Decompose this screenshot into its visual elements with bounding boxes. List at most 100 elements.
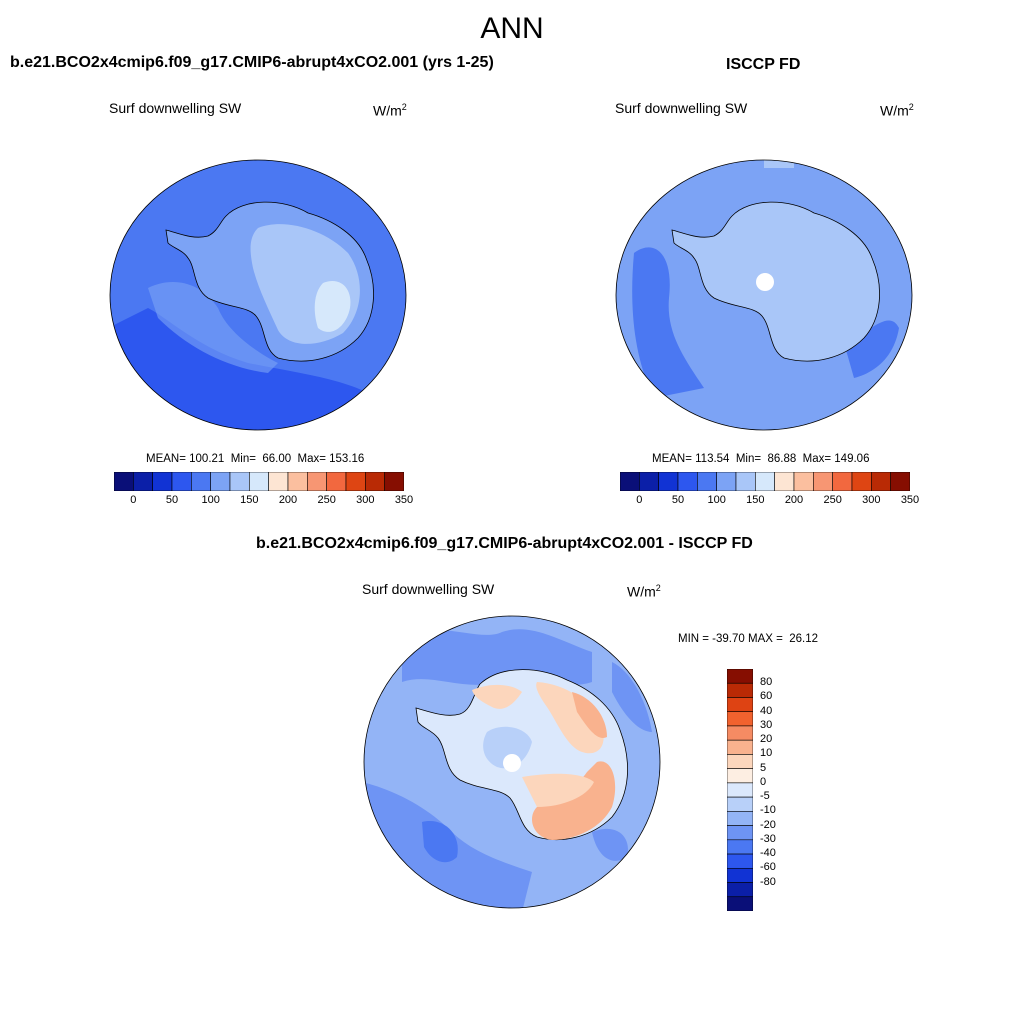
obs-colorbar-tick-label: 200 — [784, 494, 804, 506]
model-colorbar-box — [229, 472, 250, 491]
diff-colorbar-tick-label: -20 — [760, 818, 776, 831]
obs-polar-map — [615, 159, 913, 431]
obs-low-sw-west — [632, 247, 704, 398]
obs-colorbar-tick-label: 300 — [862, 494, 881, 506]
diff-colorbar-box — [727, 811, 753, 826]
model-colorbar-tick-label: 150 — [240, 494, 259, 506]
model-high-sw-patch — [314, 280, 351, 332]
diff-panel-title: b.e21.BCO2x4cmip6.f09_g17.CMIP6-abrupt4x… — [256, 535, 753, 552]
diff-colorbar-box — [727, 825, 753, 841]
model-stats: MEAN= 100.21 Min= 66.00 Max= 153.16 — [146, 453, 365, 465]
diff-colorbar-tick-label: -30 — [760, 832, 776, 845]
obs-colorbar-tick-label: 150 — [746, 494, 765, 506]
diff-colorbar-tick-label: 10 — [760, 747, 773, 760]
diff-positive-west — [472, 684, 522, 709]
obs-map-border — [615, 159, 913, 431]
diff-colorbar-box — [727, 782, 753, 798]
model-colorbar-tick-label: 200 — [278, 494, 298, 506]
diff-colorbar-box — [727, 867, 753, 883]
model-colorbar-tick-label: 250 — [317, 494, 336, 506]
obs-unit-label: W/m2 — [880, 102, 914, 119]
diff-missing-pole — [503, 754, 521, 772]
obs-colorbar-box — [871, 472, 891, 491]
model-colorbar-box — [287, 472, 308, 491]
obs-missing-pole — [756, 273, 774, 291]
diff-strong-negative-patch — [422, 821, 458, 863]
model-polar-map — [109, 159, 407, 431]
obs-colorbar-tick-label: 0 — [636, 494, 643, 506]
diff-map-border — [363, 615, 661, 909]
diff-colorbar-box — [727, 754, 753, 769]
obs-colorbar-box — [639, 472, 659, 491]
obs-colorbar-ticks: 0 50 100 150 200 250 300 350 — [620, 494, 919, 508]
diff-colorbar-box — [727, 796, 753, 812]
figure-title: ANN — [480, 12, 544, 45]
diff-colorbar-ticks: 80 60 40 30 20 10 5 0 -5 -10 -20 -30 -40 -60 -80 — [760, 669, 800, 911]
obs-colorbar-box — [716, 472, 737, 491]
model-unit-label: W/m2 — [373, 102, 407, 119]
diff-positive-east-plateau — [536, 682, 604, 754]
diff-colorbar-box — [727, 725, 753, 741]
diff-stats: MIN = -39.70 MAX = 26.12 — [678, 633, 818, 645]
obs-colorbar-box — [755, 472, 775, 491]
obs-colorbar-tick-label: 250 — [823, 494, 842, 506]
model-colorbar-box — [307, 472, 327, 491]
diff-colorbar-tick-label: 40 — [760, 704, 773, 717]
obs-colorbar-tick-label: 100 — [707, 494, 726, 506]
diff-colorbar-tick-label: 30 — [760, 718, 773, 731]
obs-colorbar-box — [793, 472, 814, 491]
diff-colorbar-box — [727, 896, 753, 911]
diff-colorbar-box — [727, 697, 753, 713]
model-colorbar-tick-label: 100 — [201, 494, 220, 506]
diff-polar-map — [363, 615, 661, 909]
model-colorbar-box — [326, 472, 347, 491]
model-colorbar-box — [249, 472, 269, 491]
model-map-border — [109, 159, 407, 431]
model-colorbar-tick-label: 350 — [394, 494, 414, 506]
obs-colorbar-box — [620, 472, 640, 491]
obs-high-sw-north — [764, 160, 794, 168]
diff-colorbar-tick-label: -80 — [760, 875, 776, 888]
obs-colorbar-box — [832, 472, 853, 491]
diff-negative-patch-ne — [612, 662, 652, 732]
obs-colorbar-tick-label: 350 — [900, 494, 920, 506]
diff-positive-east-coast — [572, 692, 607, 738]
diff-colorbar-box — [727, 882, 753, 898]
model-colorbar-ticks: 0 50 100 150 200 250 300 350 — [114, 494, 413, 508]
diff-positive-wilkes-land — [532, 761, 616, 840]
obs-colorbar-box — [890, 472, 910, 491]
diff-colorbar — [727, 669, 753, 911]
obs-stats: MEAN= 113.54 Min= 86.88 Max= 149.06 — [652, 453, 870, 465]
obs-colorbar-box — [677, 472, 698, 491]
diff-colorbar-tick-label: 80 — [760, 676, 773, 689]
diff-negative-interior — [483, 726, 532, 769]
obs-colorbar-box — [851, 472, 872, 491]
diff-colorbar-box — [727, 682, 753, 698]
diff-colorbar-tick-label: 0 — [760, 775, 767, 788]
diff-colorbar-box — [727, 739, 753, 755]
diff-colorbar-tick-label: 60 — [760, 690, 773, 703]
model-colorbar-box — [210, 472, 231, 491]
model-colorbar-tick-label: 0 — [130, 494, 137, 506]
diff-negative-patch-east — [592, 828, 628, 861]
diff-unit-label: W/m2 — [627, 583, 661, 600]
obs-panel-title: ISCCP FD — [726, 56, 801, 73]
model-colorbar-box — [365, 472, 385, 491]
obs-variable-label: Surf downwelling SW — [615, 100, 748, 116]
diff-colorbar-tick-label: -10 — [760, 804, 776, 817]
model-panel-title: b.e21.BCO2x4cmip6.f09_g17.CMIP6-abrupt4x… — [10, 54, 494, 71]
model-colorbar-box — [268, 472, 289, 491]
diff-positive-interior — [522, 773, 594, 807]
model-variable-label: Surf downwelling SW — [109, 100, 242, 116]
diff-colorbar-tick-label: -60 — [760, 861, 776, 874]
obs-colorbar-box — [735, 472, 756, 491]
diff-negative-band-north — [402, 629, 592, 685]
model-colorbar-tick-label: 50 — [165, 494, 179, 506]
model-colorbar-box — [152, 472, 173, 491]
model-colorbar-box — [384, 472, 404, 491]
diff-colorbar-tick-label: 20 — [760, 733, 773, 746]
diff-colorbar-tick-label: -40 — [760, 847, 776, 860]
obs-colorbar-box — [697, 472, 717, 491]
obs-colorbar-box — [813, 472, 833, 491]
model-colorbar-box — [171, 472, 192, 491]
